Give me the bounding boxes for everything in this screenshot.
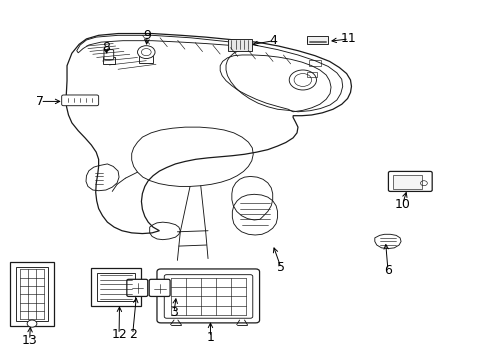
Text: 4: 4 [269, 34, 277, 47]
Text: 7: 7 [36, 95, 44, 108]
Text: 5: 5 [276, 261, 285, 274]
FancyBboxPatch shape [61, 95, 99, 106]
Text: 2: 2 [128, 328, 136, 341]
Text: 11: 11 [341, 32, 356, 45]
FancyBboxPatch shape [126, 279, 147, 296]
FancyBboxPatch shape [102, 58, 115, 64]
Text: 12: 12 [111, 328, 127, 341]
Text: 9: 9 [143, 29, 151, 42]
FancyBboxPatch shape [91, 268, 141, 306]
FancyBboxPatch shape [157, 269, 259, 323]
FancyBboxPatch shape [392, 175, 421, 189]
Text: 3: 3 [170, 306, 178, 319]
FancyBboxPatch shape [149, 279, 170, 296]
FancyBboxPatch shape [139, 57, 153, 63]
FancyBboxPatch shape [387, 171, 431, 192]
Text: 1: 1 [206, 331, 214, 344]
Circle shape [137, 46, 155, 59]
Circle shape [27, 320, 37, 327]
Text: 13: 13 [21, 333, 38, 347]
FancyBboxPatch shape [10, 262, 54, 326]
FancyBboxPatch shape [104, 50, 114, 60]
FancyBboxPatch shape [306, 36, 327, 44]
Polygon shape [66, 33, 351, 234]
Text: 8: 8 [102, 41, 110, 54]
Text: 6: 6 [383, 264, 391, 276]
Text: 10: 10 [394, 198, 409, 211]
FancyBboxPatch shape [228, 39, 251, 51]
